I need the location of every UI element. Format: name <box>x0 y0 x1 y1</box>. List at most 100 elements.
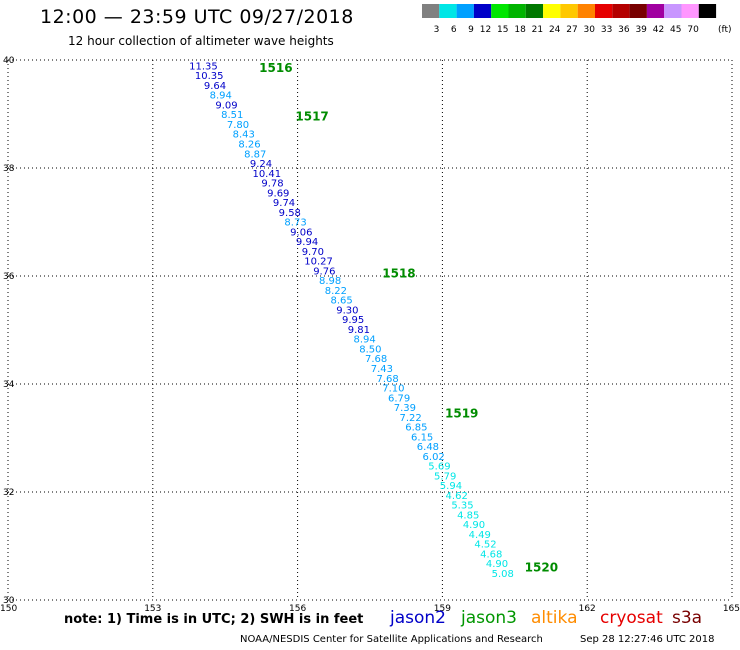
legend-tick-label: 36 <box>618 25 630 35</box>
legend-swatch <box>473 4 492 18</box>
swh-value-label: 5.35 <box>451 501 473 512</box>
footer-credit: NOAA/NESDIS Center for Satellite Applica… <box>240 634 543 645</box>
swh-value-label: 10.27 <box>304 257 333 268</box>
legend-swatch <box>525 4 544 18</box>
swh-value-label: 6.15 <box>411 432 433 443</box>
lon-tick-label: 156 <box>289 604 306 614</box>
swh-value-label: 8.22 <box>325 286 347 297</box>
legend-tick-label: 24 <box>549 25 561 35</box>
swh-value-label: 4.62 <box>446 491 468 502</box>
swh-value-label: 9.69 <box>267 188 289 199</box>
swh-value-label: 9.78 <box>261 179 283 190</box>
lon-tick-label: 159 <box>434 604 451 614</box>
legend-swatch <box>646 4 665 18</box>
legend-swatch <box>664 4 682 18</box>
lon-tick-label: 153 <box>144 604 161 614</box>
swh-value-label: 7.22 <box>400 413 422 424</box>
mission-label-jason3: jason3 <box>461 608 517 628</box>
map-plot-area: 150 153 156 159 162 165 40 38 36 34 32 30 11.3510.35… <box>0 56 740 614</box>
legend-tick-label: 15 <box>497 25 508 35</box>
swh-value-label: 6.02 <box>423 452 445 463</box>
swh-value-label: 10.41 <box>252 169 281 180</box>
swh-value-label: 8.65 <box>330 296 352 307</box>
lat-tick-label: 38 <box>3 164 15 174</box>
swh-value-label: 9.64 <box>204 81 226 92</box>
lon-tick-label: 165 <box>723 604 740 614</box>
legend-tick-label: 27 <box>566 25 577 35</box>
mission-label-cryosat: cryosat <box>600 608 663 628</box>
swh-value-label: 8.98 <box>319 276 341 287</box>
lon-tick-label: 162 <box>579 604 596 614</box>
legend-swatch <box>681 4 699 18</box>
legend-tick-label: 6 <box>451 25 457 35</box>
legend-unit: (ft) <box>718 25 732 35</box>
legend-tick-label: 30 <box>584 25 596 35</box>
orbit-number-label: 1519 <box>445 407 478 421</box>
swh-value-label: 9.95 <box>342 315 364 326</box>
mission-label-altika: altika <box>531 608 578 628</box>
legend-swatch <box>698 4 717 18</box>
legend-swatch <box>560 4 578 18</box>
legend-tick-label: 21 <box>532 25 543 35</box>
swh-value-label: 5.79 <box>434 471 456 482</box>
swh-value-label: 4.85 <box>457 510 479 521</box>
swh-value-label: 4.49 <box>469 530 491 541</box>
legend-tick-label: 45 <box>670 25 681 35</box>
legend-tick-label: 18 <box>514 25 526 35</box>
legend-tick-label: 12 <box>480 25 491 35</box>
legend-swatch <box>508 4 526 18</box>
orbit-number-label: 1516 <box>259 61 292 75</box>
swh-value-label: 9.30 <box>336 305 358 316</box>
swh-value-label: 9.58 <box>279 208 301 219</box>
swh-value-label: 8.73 <box>284 218 306 229</box>
swh-value-label: 5.94 <box>440 481 462 492</box>
orbit-number-label: 1520 <box>525 561 558 575</box>
swh-value-label: 7.39 <box>394 403 416 414</box>
lat-tick-label: 32 <box>3 488 14 498</box>
swh-value-label: 10.35 <box>195 71 224 82</box>
swh-value-label: 6.79 <box>388 393 410 404</box>
swh-value-label: 9.81 <box>348 325 370 336</box>
swh-value-label: 8.51 <box>221 110 243 121</box>
swh-value-label: 9.94 <box>296 237 318 248</box>
lat-tick-label: 36 <box>3 272 15 282</box>
legend-tick-label: 39 <box>635 25 647 35</box>
orbit-number-label: 1518 <box>382 266 415 280</box>
swh-value-label: 8.43 <box>233 130 255 141</box>
swh-value-label: 9.70 <box>302 247 324 258</box>
swh-value-label: 7.68 <box>377 374 399 385</box>
lat-tick-label: 34 <box>3 380 15 390</box>
swh-value-label: 8.94 <box>210 91 232 102</box>
swh-value-label: 6.85 <box>405 423 427 434</box>
swh-value-label: 8.87 <box>244 149 266 160</box>
swh-value-label: 7.80 <box>227 120 249 131</box>
swh-value-label: 9.24 <box>250 159 272 170</box>
swh-value-label: 4.90 <box>486 559 508 570</box>
swh-value-label: 9.74 <box>273 198 295 209</box>
swh-value-label: 5.08 <box>492 569 514 580</box>
legend-tick-label: 3 <box>434 25 440 35</box>
orbit-number-label: 1517 <box>295 110 328 124</box>
page-title: 12:00 — 23:59 UTC 09/27/2018 <box>40 6 354 28</box>
swh-value-label: 6.48 <box>417 442 439 453</box>
legend-tick-label: 42 <box>653 25 664 35</box>
swh-value-label: 7.43 <box>371 364 393 375</box>
swh-value-label: 4.90 <box>463 520 485 531</box>
swh-value-label: 9.09 <box>215 100 237 111</box>
wave-height-color-legend: 3 6 9 12 15 18 21 24 27 30 33 36 39 42 45 70 (ft) <box>422 4 732 35</box>
swh-value-label: 11.35 <box>189 61 218 72</box>
swh-value-label: 8.26 <box>238 139 260 150</box>
swh-value-label: 5.69 <box>428 462 450 473</box>
legend-tick-label: 70 <box>687 25 699 35</box>
legend-swatch <box>612 4 630 18</box>
legend-swatch <box>629 4 647 18</box>
legend-swatch <box>543 4 561 18</box>
swh-value-label: 9.06 <box>290 227 312 238</box>
page-subtitle: 12 hour collection of altimeter wave hei… <box>68 34 334 48</box>
lon-tick-label: 150 <box>0 604 17 614</box>
legend-swatch <box>577 4 595 18</box>
mission-label-jason2: jason2 <box>390 608 446 628</box>
swh-value-label: 9.76 <box>313 266 335 277</box>
swh-value-label: 4.68 <box>480 549 502 560</box>
